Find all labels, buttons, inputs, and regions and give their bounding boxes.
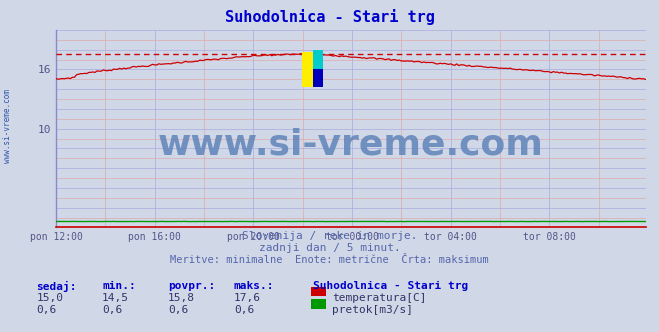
Bar bbox=[302, 51, 312, 87]
Text: 0,6: 0,6 bbox=[102, 305, 123, 315]
Text: 15,8: 15,8 bbox=[168, 293, 195, 303]
Text: Suhodolnica - Stari trg: Suhodolnica - Stari trg bbox=[225, 9, 434, 25]
Text: povpr.:: povpr.: bbox=[168, 281, 215, 290]
Text: maks.:: maks.: bbox=[234, 281, 274, 290]
Bar bbox=[312, 69, 323, 87]
Text: temperatura[C]: temperatura[C] bbox=[332, 293, 426, 303]
Text: Meritve: minimalne  Enote: metrične  Črta: maksimum: Meritve: minimalne Enote: metrične Črta:… bbox=[170, 255, 489, 265]
Text: 0,6: 0,6 bbox=[168, 305, 188, 315]
Text: pretok[m3/s]: pretok[m3/s] bbox=[332, 305, 413, 315]
Text: min.:: min.: bbox=[102, 281, 136, 290]
Bar bbox=[312, 49, 323, 69]
Text: 0,6: 0,6 bbox=[234, 305, 254, 315]
Text: 14,5: 14,5 bbox=[102, 293, 129, 303]
Text: sedaj:: sedaj: bbox=[36, 281, 76, 291]
Text: Slovenija / reke in morje.: Slovenija / reke in morje. bbox=[242, 231, 417, 241]
Text: 0,6: 0,6 bbox=[36, 305, 57, 315]
Text: 17,6: 17,6 bbox=[234, 293, 261, 303]
Text: 15,0: 15,0 bbox=[36, 293, 63, 303]
Text: www.si-vreme.com: www.si-vreme.com bbox=[158, 127, 544, 161]
Text: Suhodolnica - Stari trg: Suhodolnica - Stari trg bbox=[313, 281, 469, 290]
Text: zadnji dan / 5 minut.: zadnji dan / 5 minut. bbox=[258, 243, 401, 253]
Text: www.si-vreme.com: www.si-vreme.com bbox=[3, 89, 13, 163]
